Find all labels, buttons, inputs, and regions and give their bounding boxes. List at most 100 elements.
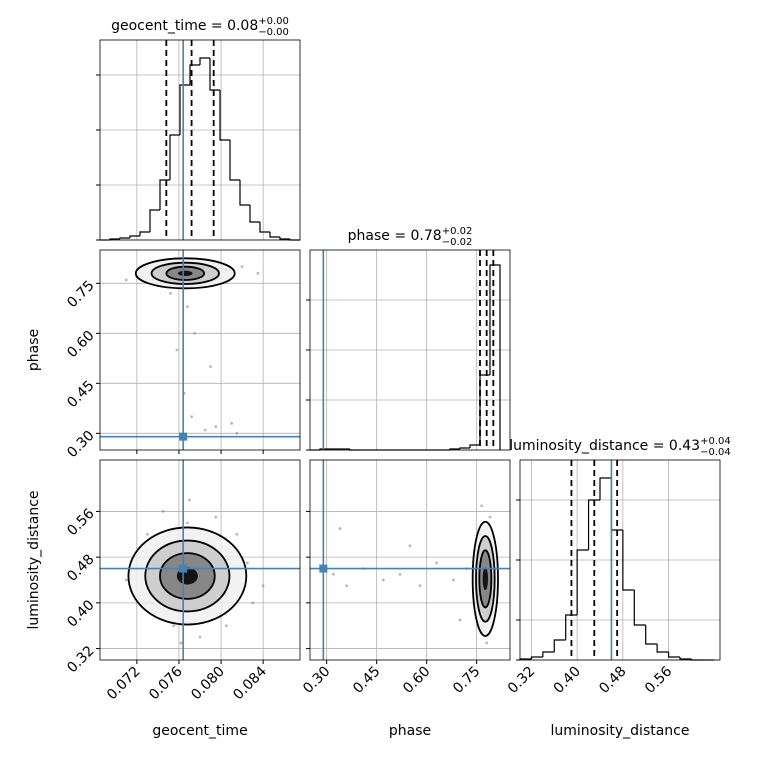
y-tick-label: 0.45 <box>64 378 97 411</box>
histogram-bin <box>269 232 280 238</box>
title-text: geocent_time = 0.08 <box>111 18 258 34</box>
sample-point <box>398 572 402 576</box>
title-lower: −0.00 <box>258 27 289 38</box>
histogram-bin <box>159 179 170 210</box>
histogram-bin <box>219 90 230 141</box>
sample-point <box>381 578 385 582</box>
panel-frame <box>309 459 511 661</box>
histogram-bin <box>129 235 140 238</box>
panel-frame <box>99 39 301 241</box>
sample-point <box>190 415 193 419</box>
title-text: phase = 0.78 <box>348 228 442 244</box>
sample-point <box>331 572 335 576</box>
sample-point <box>408 544 412 548</box>
histogram-bin <box>622 530 635 591</box>
panel-frame <box>99 459 301 661</box>
histogram-bin <box>149 209 160 232</box>
sample-point <box>179 641 183 645</box>
histogram-bin <box>239 180 250 206</box>
histogram-bin <box>189 64 200 85</box>
sample-point <box>203 428 207 432</box>
sample-point <box>198 635 202 639</box>
y-tick-label: 0.30 <box>64 428 97 461</box>
sample-point <box>145 532 149 536</box>
x-tick-label: 0.60 <box>400 664 433 697</box>
sample-point <box>209 365 212 369</box>
sample-point <box>338 527 342 530</box>
y-tick-label: 0.60 <box>64 328 97 361</box>
histogram-bin <box>229 140 240 181</box>
sample-point <box>235 431 239 435</box>
x-axis-label: phase <box>389 723 431 739</box>
sample-point <box>124 278 128 282</box>
x-axis-label: geocent_time <box>152 723 247 739</box>
title-upper: +0.04 <box>700 436 731 447</box>
histogram-title: geocent_time = 0.08+0.00 −0.00 <box>111 16 289 38</box>
histogram-bin <box>469 444 480 448</box>
x-tick-label: 0.32 <box>505 664 538 697</box>
x-tick-label: 0.084 <box>230 663 270 703</box>
histogram-bin <box>489 264 501 450</box>
sample-point <box>480 504 484 508</box>
y-axis-label: phase <box>26 329 42 371</box>
sample-point <box>488 515 492 519</box>
sample-point <box>435 561 439 565</box>
sample-point <box>256 271 260 275</box>
contour <box>482 567 489 591</box>
sample-point <box>240 265 244 269</box>
sample-point <box>485 641 489 645</box>
histogram-bin <box>645 625 658 645</box>
sample-point <box>345 584 349 588</box>
sample-point <box>175 348 179 352</box>
sample-point <box>224 624 228 628</box>
histogram-bin <box>139 231 150 236</box>
x-tick-label: 0.080 <box>188 664 228 704</box>
histogram-bin <box>565 614 578 640</box>
x-tick-label: 0.48 <box>596 664 629 697</box>
sample-point <box>214 515 218 519</box>
histogram-bin <box>119 237 130 239</box>
title-lower: −0.04 <box>700 447 731 458</box>
histogram-bin <box>479 374 490 445</box>
sample-point <box>193 331 197 335</box>
sample-point <box>185 521 189 525</box>
x-tick-label: 0.45 <box>350 664 383 697</box>
histogram-bin <box>576 549 589 615</box>
sample-point <box>188 498 191 502</box>
histogram-bin <box>279 237 290 240</box>
x-axis-label: luminosity_distance <box>550 723 689 739</box>
sample-point <box>245 561 249 565</box>
x-tick-label: 0.076 <box>146 663 186 703</box>
x-tick-label: 0.56 <box>642 663 675 696</box>
histogram-bin <box>679 657 692 660</box>
y-tick-label: 0.75 <box>64 278 97 311</box>
panel-frame <box>519 459 721 661</box>
histogram-bin <box>209 58 220 91</box>
sample-point <box>261 584 265 588</box>
y-tick-label: 0.32 <box>64 643 97 676</box>
truth-marker <box>179 432 188 441</box>
histogram-title: phase = 0.78+0.02 −0.02 <box>348 226 473 248</box>
histogram-bin <box>179 84 190 135</box>
title-text: luminosity_distance = 0.43 <box>509 438 700 454</box>
x-tick-label: 0.75 <box>450 664 483 697</box>
sample-point <box>161 510 165 513</box>
title-upper: +0.00 <box>258 16 289 27</box>
y-tick-label: 0.48 <box>64 551 97 584</box>
y-axis-label: luminosity_distance <box>26 490 42 629</box>
sample-point <box>418 584 422 588</box>
title-lower: −0.02 <box>442 237 473 248</box>
histogram-bin <box>199 57 210 65</box>
sample-point <box>172 624 176 628</box>
sample-point <box>169 291 172 295</box>
y-tick-label: 0.40 <box>64 597 97 630</box>
histogram-bin <box>542 651 555 657</box>
sample-point <box>230 421 233 425</box>
histogram-bin <box>553 639 566 652</box>
truth-marker <box>319 564 328 573</box>
histogram-bin <box>656 644 669 653</box>
histogram-title: luminosity_distance = 0.43+0.04 −0.04 <box>509 436 730 458</box>
title-upper: +0.02 <box>442 226 473 237</box>
histogram-bin <box>530 656 543 659</box>
